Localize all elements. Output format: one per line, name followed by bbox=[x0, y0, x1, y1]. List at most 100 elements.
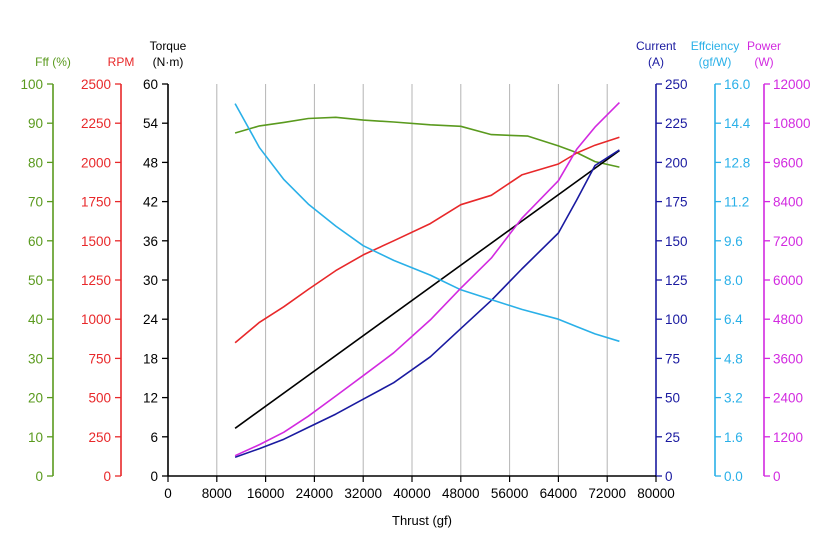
y-tick-label-rpm: 2250 bbox=[81, 116, 111, 131]
x-tick-label: 80000 bbox=[637, 486, 675, 501]
y-tick-label-rpm: 1500 bbox=[81, 234, 111, 249]
y-tick-label-efficiency: 4.8 bbox=[724, 351, 743, 366]
y-tick-label-current: 175 bbox=[665, 195, 688, 210]
y-tick-label-power: 8400 bbox=[773, 195, 803, 210]
y-axis-title-rpm: RPM bbox=[108, 55, 135, 69]
y-tick-label-power: 12000 bbox=[773, 77, 811, 92]
y-tick-label-fff: 0 bbox=[35, 469, 43, 484]
y-tick-label-rpm: 1000 bbox=[81, 312, 111, 327]
y-tick-label-torque: 6 bbox=[150, 430, 158, 445]
y-tick-label-fff: 60 bbox=[28, 234, 43, 249]
y-tick-label-power: 6000 bbox=[773, 273, 803, 288]
y-tick-label-current: 200 bbox=[665, 155, 688, 170]
y-tick-label-current: 250 bbox=[665, 77, 688, 92]
y-tick-label-fff: 50 bbox=[28, 273, 43, 288]
y-tick-label-power: 3600 bbox=[773, 351, 803, 366]
series-line-power bbox=[234, 102, 620, 457]
y-tick-label-efficiency: 16.0 bbox=[724, 77, 750, 92]
y-tick-label-efficiency: 11.2 bbox=[724, 195, 749, 210]
y-tick-label-current: 0 bbox=[665, 469, 673, 484]
y-tick-label-efficiency: 0.0 bbox=[724, 469, 743, 484]
series-line-fff bbox=[234, 116, 620, 168]
x-tick-label: 0 bbox=[164, 486, 172, 501]
y-tick-label-power: 1200 bbox=[773, 430, 803, 445]
x-tick-label: 32000 bbox=[344, 486, 382, 501]
y-tick-label-efficiency: 3.2 bbox=[724, 391, 743, 406]
y-tick-label-power: 0 bbox=[773, 469, 781, 484]
x-tick-label: 16000 bbox=[247, 486, 285, 501]
y-tick-label-efficiency: 12.8 bbox=[724, 155, 750, 170]
y-tick-label-torque: 42 bbox=[143, 195, 158, 210]
y-tick-label-current: 150 bbox=[665, 234, 688, 249]
y-tick-label-rpm: 2000 bbox=[81, 155, 111, 170]
y-tick-label-fff: 80 bbox=[28, 155, 43, 170]
x-tick-label: 64000 bbox=[540, 486, 578, 501]
series-line-current bbox=[234, 149, 620, 458]
series-lines bbox=[234, 102, 620, 458]
x-tick-label: 48000 bbox=[442, 486, 480, 501]
y-tick-label-current: 75 bbox=[665, 351, 680, 366]
y-axis-title-torque: Torque bbox=[150, 39, 187, 53]
y-tick-label-fff: 70 bbox=[28, 195, 43, 210]
y-axis-power: 0 1200 2400 3600 4800 6000 7200 8400 9600 10800 12… bbox=[747, 39, 811, 484]
y-axis-title-current: Current bbox=[636, 39, 677, 53]
y-tick-label-efficiency: 14.4 bbox=[724, 116, 751, 131]
y-tick-label-efficiency: 1.6 bbox=[724, 430, 743, 445]
y-tick-label-torque: 30 bbox=[143, 273, 158, 288]
series-line-rpm bbox=[234, 136, 620, 344]
y-tick-label-current: 50 bbox=[665, 391, 680, 406]
y-axis-unit-current: (A) bbox=[648, 55, 664, 69]
y-axis-unit-torque: (N·m) bbox=[153, 55, 184, 69]
y-tick-label-torque: 0 bbox=[150, 469, 158, 484]
y-tick-label-rpm: 1250 bbox=[81, 273, 111, 288]
y-tick-label-fff: 30 bbox=[28, 351, 43, 366]
y-tick-label-power: 9600 bbox=[773, 155, 803, 170]
y-tick-label-fff: 90 bbox=[28, 116, 43, 131]
y-tick-label-rpm: 750 bbox=[88, 351, 111, 366]
y-axis-fff: 0 10 20 30 40 50 60 70 80 90 100 Fff (%) bbox=[20, 55, 70, 484]
y-tick-label-torque: 36 bbox=[143, 234, 158, 249]
y-tick-label-power: 4800 bbox=[773, 312, 803, 327]
y-tick-label-power: 10800 bbox=[773, 116, 811, 131]
y-tick-label-torque: 24 bbox=[143, 312, 159, 327]
y-tick-label-rpm: 2500 bbox=[81, 77, 111, 92]
y-tick-label-efficiency: 8.0 bbox=[724, 273, 743, 288]
x-tick-label: 40000 bbox=[393, 486, 431, 501]
y-tick-label-fff: 40 bbox=[28, 312, 43, 327]
y-tick-label-power: 7200 bbox=[773, 234, 803, 249]
series-line-torque bbox=[234, 149, 620, 429]
y-tick-label-rpm: 1750 bbox=[81, 195, 111, 210]
y-tick-label-efficiency: 9.6 bbox=[724, 234, 743, 249]
y-tick-label-fff: 20 bbox=[28, 391, 43, 406]
y-axis-current: 0 25 50 75 100 125 150 175 200 225 250 Current (A) bbox=[636, 39, 688, 484]
y-tick-label-torque: 54 bbox=[143, 116, 159, 131]
y-tick-label-current: 225 bbox=[665, 116, 688, 131]
y-tick-label-torque: 18 bbox=[143, 351, 158, 366]
x-tick-label: 72000 bbox=[588, 486, 626, 501]
x-axis-label: Thrust (gf) bbox=[392, 513, 452, 528]
x-tick-label: 8000 bbox=[202, 486, 232, 501]
y-axis-title-fff: Fff (%) bbox=[35, 55, 71, 69]
x-axis: 0 8000 16000 24000 32000 40000 48000 56000 64000… bbox=[164, 475, 675, 501]
vertical-gridlines bbox=[216, 84, 608, 476]
series-line-efficiency bbox=[234, 103, 620, 343]
y-axis-efficiency: 0.0 1.6 3.2 4.8 6.4 8.0 9.6 11.2 12.8 14.4 16.0 Eff… bbox=[691, 39, 751, 484]
y-tick-label-current: 25 bbox=[665, 430, 680, 445]
y-tick-label-rpm: 250 bbox=[88, 430, 111, 445]
y-tick-label-efficiency: 6.4 bbox=[724, 312, 743, 327]
y-tick-label-torque: 12 bbox=[143, 391, 158, 406]
y-tick-label-current: 100 bbox=[665, 312, 688, 327]
y-axis-title-power: Power bbox=[747, 39, 781, 53]
y-axis-unit-power: (W) bbox=[754, 55, 773, 69]
x-tick-label: 24000 bbox=[296, 486, 334, 501]
y-axis-torque: 0 6 12 18 24 30 36 42 48 54 60 Torque (N·m) bbox=[143, 39, 187, 484]
y-tick-label-torque: 60 bbox=[143, 77, 158, 92]
y-tick-label-rpm: 500 bbox=[88, 391, 111, 406]
y-tick-label-rpm: 0 bbox=[103, 469, 111, 484]
y-axis-unit-efficiency: (gf/W) bbox=[699, 55, 732, 69]
y-tick-label-power: 2400 bbox=[773, 391, 803, 406]
y-tick-label-current: 125 bbox=[665, 273, 688, 288]
y-axis-rpm: 0 250 500 750 1000 1250 1500 1750 2000 2250 2500 RP… bbox=[81, 55, 134, 484]
